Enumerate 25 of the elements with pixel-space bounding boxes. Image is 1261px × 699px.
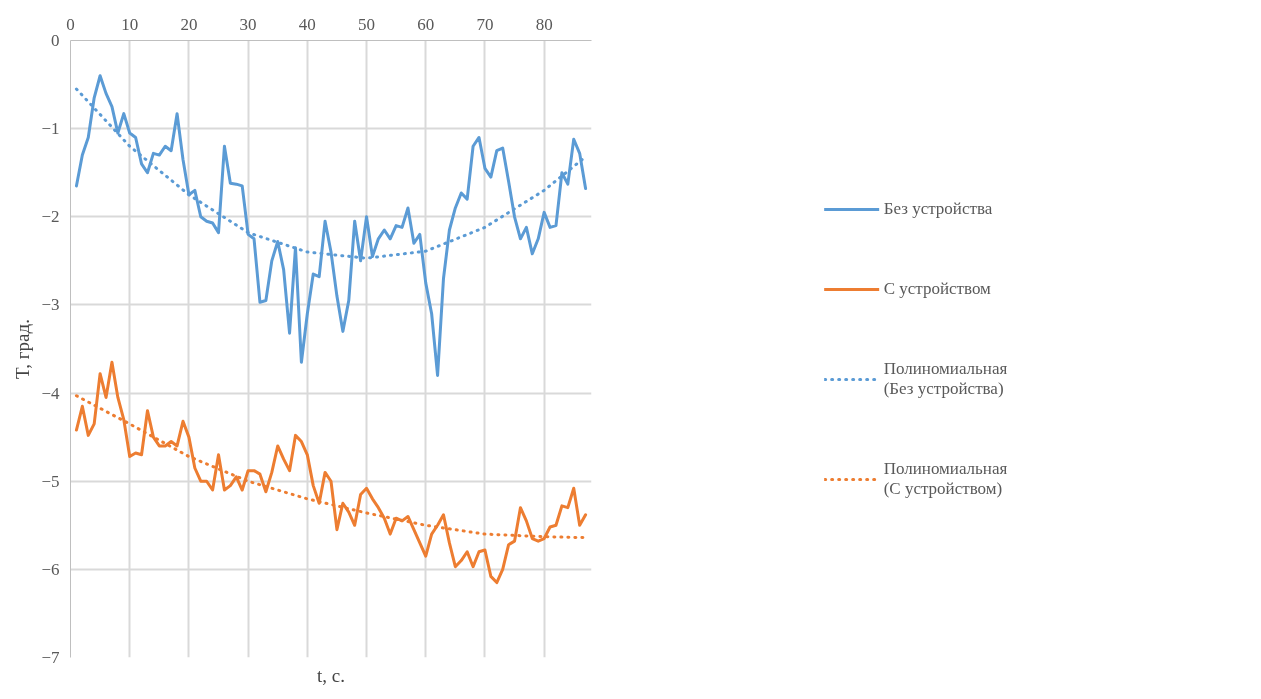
legend-label: С устройством [883, 278, 991, 299]
y-tick-label: −7 [41, 648, 60, 667]
x-axis-title: t, с. [317, 664, 345, 686]
y-tick-label: 0 [51, 31, 60, 50]
line-series [74, 360, 588, 585]
legend-label: Полиномиальная (С устройством) [883, 458, 1008, 499]
line-series [74, 74, 588, 377]
x-tick-label: 70 [476, 14, 494, 34]
legend-label: Без устройства [883, 198, 993, 219]
x-tick-label: 10 [121, 14, 139, 34]
y-tick-label: −6 [41, 559, 60, 579]
y-tick-label: −3 [41, 295, 60, 315]
x-tick-label: 40 [298, 14, 316, 34]
y-tick-label: −2 [41, 207, 60, 227]
y-tick-label: −5 [41, 471, 60, 491]
x-tick-label: 80 [535, 14, 553, 34]
x-tick-label: 0 [66, 14, 75, 34]
x-tick-label: 30 [239, 14, 257, 34]
y-tick-label: −4 [41, 383, 60, 403]
x-tick-label: 50 [358, 14, 376, 34]
x-tick-label: 20 [180, 14, 198, 34]
y-tick-label: −1 [41, 119, 60, 139]
legend-label: Полиномиальная (Без устройства) [883, 358, 1008, 399]
y-axis-title: T, град. [12, 319, 34, 379]
x-tick-label: 60 [417, 14, 435, 34]
